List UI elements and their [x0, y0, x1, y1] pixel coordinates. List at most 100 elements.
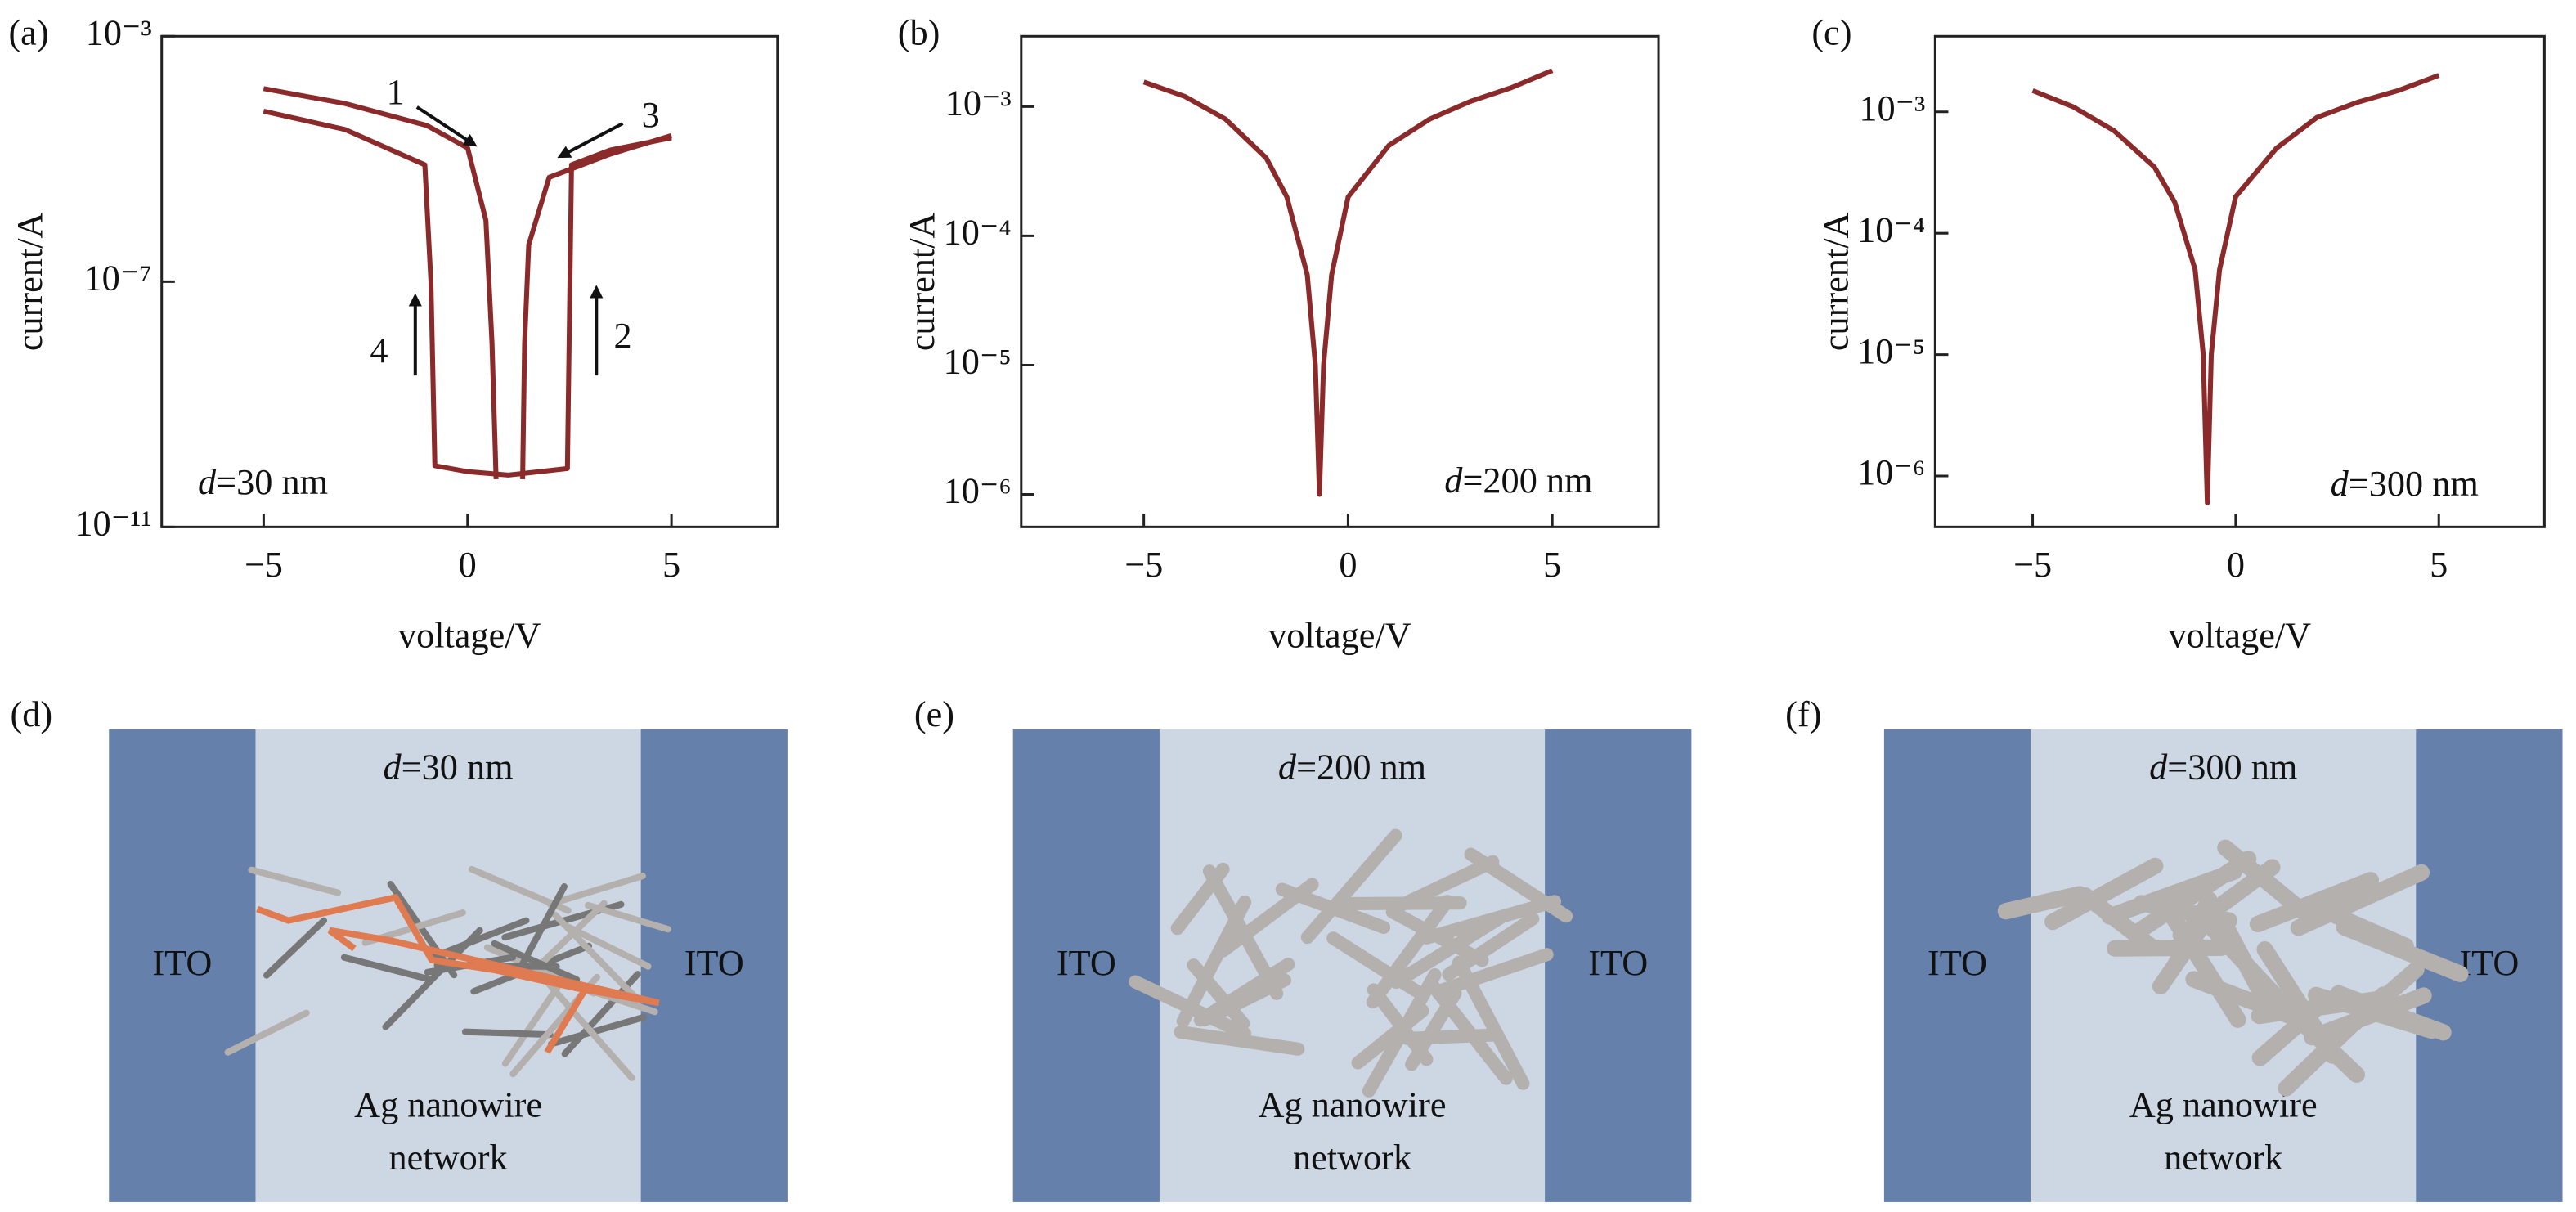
nanowire: [1193, 958, 1295, 1027]
y-tick-label: 10⁻⁷: [84, 258, 152, 298]
nanowire: [382, 927, 483, 1030]
data-line: [263, 86, 499, 480]
variable: d: [198, 462, 217, 502]
y-tick-label: 10⁻¹¹: [74, 504, 151, 544]
thickness-label: d=30 nm: [384, 747, 514, 788]
panel-label: (e): [914, 694, 954, 734]
electrode-label: ITO: [1057, 943, 1116, 983]
nanowire: [533, 900, 608, 972]
value: =200 nm: [1296, 747, 1426, 788]
y-tick-label: 10⁻⁵: [944, 342, 1012, 382]
electrode-label: ITO: [2459, 943, 2519, 983]
electrode-label: ITO: [684, 943, 744, 983]
nanowire: [2346, 961, 2425, 1032]
nanowire: [1174, 1025, 1305, 1056]
ito-electrode: [1545, 729, 1692, 1202]
x-tick-label: −5: [245, 545, 283, 585]
nanowire: [2107, 939, 2230, 957]
y-tick-label: 10⁻³: [86, 12, 152, 52]
arrow: [415, 105, 478, 147]
y-tick-label: 10⁻⁵: [1857, 331, 1925, 371]
ito-electrode: [1012, 729, 1160, 1202]
nanowire: [1389, 911, 1507, 990]
nanowire: [584, 901, 671, 933]
x-axis-label: voltage/V: [2169, 615, 2312, 655]
nanowire: [2249, 872, 2380, 932]
nanowire: [491, 940, 581, 983]
network-label: Ag nanowire: [1259, 1084, 1447, 1124]
nanowire: [1442, 912, 1540, 981]
annotation: 2: [613, 316, 631, 356]
variable: d: [2149, 747, 2168, 788]
electrode-label: ITO: [1588, 943, 1648, 983]
y-axis-label: current/A: [1816, 212, 1856, 351]
variable: d: [384, 747, 402, 788]
y-tick-label: 10⁻⁴: [944, 213, 1012, 253]
network-label: Ag nanowire: [354, 1084, 542, 1124]
x-axis-label: voltage/V: [1268, 615, 1411, 655]
value: =300 nm: [2167, 747, 2297, 788]
y-tick-label: 10⁻³: [1859, 88, 1925, 128]
y-tick-label: 10⁻⁶: [944, 471, 1012, 511]
nanowire: [540, 974, 635, 1081]
thickness-label: d=300 nm: [2149, 747, 2297, 788]
y-axis-label: current/A: [10, 212, 50, 351]
nanowire: [1275, 882, 1391, 934]
nanowire: [548, 1013, 648, 1048]
nanowire: [2190, 905, 2283, 1003]
nanowire: [546, 873, 646, 908]
panel-label: (a): [8, 12, 48, 52]
arrow: [557, 122, 624, 159]
plot-frame: [1933, 34, 2546, 528]
panel-label: (f): [1785, 694, 1821, 734]
nanowire: [1351, 1003, 1429, 1070]
x-tick-label: 0: [1339, 545, 1357, 585]
annotation: 1: [387, 72, 405, 112]
value: =30 nm: [216, 462, 328, 502]
data-line: [520, 132, 672, 479]
x-tick-label: 5: [2430, 545, 2448, 585]
value: =30 nm: [402, 747, 514, 788]
plot-frame: [160, 34, 779, 528]
nanowire: [1386, 855, 1500, 916]
thickness-label: d=200 nm: [1278, 747, 1426, 788]
conductive-path: [544, 988, 588, 1054]
annotation: 3: [642, 95, 660, 135]
annotation: d=200 nm: [1444, 460, 1592, 501]
x-tick-label: 0: [459, 545, 477, 585]
x-tick-label: 0: [2227, 545, 2245, 585]
network-label: network: [2164, 1138, 2283, 1178]
data-line: [2031, 73, 2440, 505]
y-tick-label: 10⁻⁶: [1857, 452, 1925, 492]
nanowire: [1464, 847, 1573, 923]
panel-label: (b): [898, 12, 940, 52]
nanowire: [1300, 828, 1402, 945]
variable: d: [2331, 464, 2349, 504]
nanowire: [2044, 857, 2164, 931]
nanowire: [461, 1028, 554, 1039]
plot-frame: [1020, 34, 1660, 528]
annotation: d=30 nm: [198, 462, 328, 502]
nanowire: [2133, 895, 2237, 929]
value: =300 nm: [2349, 464, 2479, 504]
panel-label: (d): [10, 694, 52, 734]
nanowire: [2155, 894, 2246, 1028]
electrode-label: ITO: [1928, 943, 1987, 983]
x-tick-label: 5: [1543, 545, 1561, 585]
nanowire: [224, 1009, 310, 1056]
y-tick-label: 10⁻³: [945, 83, 1012, 123]
data-line: [263, 108, 672, 478]
annotation: 4: [370, 330, 388, 370]
nanowire: [1366, 895, 1454, 1009]
panel-label: (c): [1811, 12, 1851, 52]
nanowire: [1385, 905, 1489, 967]
nanowire: [501, 984, 561, 1067]
x-axis-label: voltage/V: [398, 615, 541, 655]
variable: d: [1278, 747, 1297, 788]
x-tick-label: −5: [1124, 545, 1163, 585]
nanowire: [1170, 862, 1230, 936]
y-tick-label: 10⁻⁴: [1857, 209, 1925, 249]
nanowire: [518, 883, 568, 970]
nanowire: [1187, 958, 1250, 1030]
